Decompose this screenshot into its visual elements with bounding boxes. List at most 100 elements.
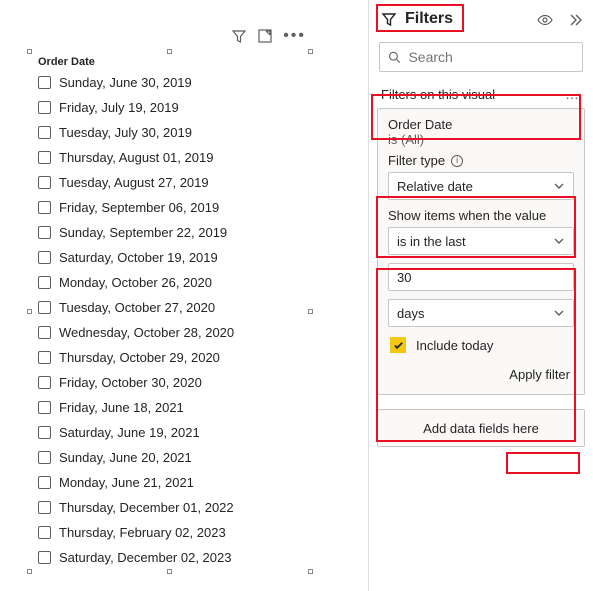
slicer-item-label: Sunday, June 30, 2019	[59, 75, 192, 90]
checkbox-icon[interactable]	[38, 476, 51, 489]
checkbox-icon[interactable]	[38, 76, 51, 89]
slicer-item-label: Monday, October 26, 2020	[59, 275, 212, 290]
checkbox-icon[interactable]	[38, 226, 51, 239]
checkbox-icon[interactable]	[38, 401, 51, 414]
slicer-item-label: Sunday, September 22, 2019	[59, 225, 227, 240]
section-title: Filters on this visual	[381, 87, 495, 102]
resize-handle[interactable]	[27, 49, 32, 54]
slicer-item[interactable]: Friday, July 19, 2019	[36, 95, 304, 120]
resize-handle[interactable]	[167, 49, 172, 54]
slicer-item[interactable]: Monday, June 21, 2021	[36, 470, 304, 495]
filter-field: Order Date	[388, 117, 574, 132]
slicer-item-label: Thursday, December 01, 2022	[59, 500, 234, 515]
slicer-item[interactable]: Sunday, September 22, 2019	[36, 220, 304, 245]
slicer-item-label: Friday, September 06, 2019	[59, 200, 219, 215]
slicer-item[interactable]: Thursday, February 02, 2023	[36, 520, 304, 545]
visual-more-icon[interactable]: •••	[283, 31, 306, 41]
chevron-down-icon	[553, 235, 565, 247]
checkbox-checked-icon	[390, 337, 406, 353]
slicer-item[interactable]: Tuesday, October 27, 2020	[36, 295, 304, 320]
slicer-item-label: Thursday, February 02, 2023	[59, 525, 226, 540]
include-today-label: Include today	[416, 338, 493, 353]
checkbox-icon[interactable]	[38, 276, 51, 289]
checkbox-icon[interactable]	[38, 126, 51, 139]
add-fields-zone[interactable]: Add data fields here	[377, 409, 585, 447]
slicer-item[interactable]: Thursday, December 01, 2022	[36, 495, 304, 520]
include-today-checkbox[interactable]: Include today	[388, 335, 574, 355]
slicer-item[interactable]: Saturday, June 19, 2021	[36, 420, 304, 445]
checkbox-icon[interactable]	[38, 301, 51, 314]
operator-select[interactable]: is in the last	[388, 227, 574, 255]
checkbox-icon[interactable]	[38, 551, 51, 564]
chevron-down-icon	[553, 180, 565, 192]
slicer-item-label: Thursday, October 29, 2020	[59, 350, 220, 365]
slicer-item[interactable]: Wednesday, October 28, 2020	[36, 320, 304, 345]
eye-icon[interactable]	[537, 12, 553, 31]
info-icon[interactable]: i	[451, 155, 463, 167]
filter-pane: Filters Filters on this visual … Order D…	[368, 0, 593, 591]
checkbox-icon[interactable]	[38, 151, 51, 164]
slicer-visual: Order Date Sunday, June 30, 2019 Friday, …	[30, 52, 310, 571]
checkbox-icon[interactable]	[38, 176, 51, 189]
slicer-item-label: Friday, July 19, 2019	[59, 100, 179, 115]
slicer-item[interactable]: Friday, June 18, 2021	[36, 395, 304, 420]
collapse-icon[interactable]	[567, 12, 583, 31]
slicer-item-label: Friday, June 18, 2021	[59, 400, 184, 415]
filter-type-label: Filter type i	[388, 153, 574, 168]
apply-filter-button[interactable]: Apply filter	[505, 365, 574, 384]
slicer-item[interactable]: Friday, October 30, 2020	[36, 370, 304, 395]
slicer-item-label: Thursday, August 01, 2019	[59, 150, 213, 165]
filter-pane-title: Filters	[405, 10, 453, 28]
slicer-item[interactable]: Saturday, December 02, 2023	[36, 545, 304, 570]
checkbox-icon[interactable]	[38, 201, 51, 214]
value-input-text: 30	[397, 270, 411, 285]
show-items-label: Show items when the value	[388, 208, 574, 223]
resize-handle[interactable]	[308, 309, 313, 314]
checkbox-icon[interactable]	[38, 251, 51, 264]
checkbox-icon[interactable]	[38, 376, 51, 389]
slicer-item-label: Sunday, June 20, 2021	[59, 450, 192, 465]
value-input[interactable]: 30	[388, 263, 574, 291]
slicer-item-label: Wednesday, October 28, 2020	[59, 325, 234, 340]
slicer-item[interactable]: Tuesday, July 30, 2019	[36, 120, 304, 145]
filter-restatement: is (All)	[388, 132, 574, 147]
search-input[interactable]	[408, 49, 574, 65]
checkbox-icon[interactable]	[38, 351, 51, 364]
slicer-item[interactable]: Sunday, June 30, 2019	[36, 70, 304, 95]
unit-select[interactable]: days	[388, 299, 574, 327]
unit-value: days	[397, 306, 424, 321]
filter-icon[interactable]	[231, 28, 247, 44]
slicer-header: Order Date	[30, 52, 310, 70]
slicer-item[interactable]: Monday, October 26, 2020	[36, 270, 304, 295]
slicer-item-label: Tuesday, October 27, 2020	[59, 300, 215, 315]
focus-mode-icon[interactable]	[257, 28, 273, 44]
checkbox-icon[interactable]	[38, 526, 51, 539]
slicer-item[interactable]: Friday, September 06, 2019	[36, 195, 304, 220]
resize-handle[interactable]	[308, 49, 313, 54]
slicer-item[interactable]: Tuesday, August 27, 2019	[36, 170, 304, 195]
slicer-item[interactable]: Thursday, August 01, 2019	[36, 145, 304, 170]
resize-handle[interactable]	[27, 309, 32, 314]
filter-search[interactable]	[379, 42, 583, 72]
operator-value: is in the last	[397, 234, 466, 249]
slicer-item-label: Tuesday, July 30, 2019	[59, 125, 192, 140]
slicer-item-label: Tuesday, August 27, 2019	[59, 175, 209, 190]
filter-pane-header: Filters	[369, 0, 593, 38]
resize-handle[interactable]	[27, 569, 32, 574]
slicer-item[interactable]: Sunday, June 20, 2021	[36, 445, 304, 470]
checkbox-icon[interactable]	[38, 101, 51, 114]
resize-handle[interactable]	[308, 569, 313, 574]
slicer-item[interactable]: Saturday, October 19, 2019	[36, 245, 304, 270]
resize-handle[interactable]	[167, 569, 172, 574]
section-more-icon[interactable]: …	[565, 86, 581, 102]
filter-type-select[interactable]: Relative date	[388, 172, 574, 200]
checkbox-icon[interactable]	[38, 501, 51, 514]
search-icon	[388, 50, 400, 64]
slicer-item[interactable]: Thursday, October 29, 2020	[36, 345, 304, 370]
checkbox-icon[interactable]	[38, 426, 51, 439]
slicer-item-label: Saturday, October 19, 2019	[59, 250, 218, 265]
checkbox-icon[interactable]	[38, 326, 51, 339]
chevron-down-icon	[553, 307, 565, 319]
slicer-list: Sunday, June 30, 2019 Friday, July 19, 20…	[30, 70, 310, 570]
checkbox-icon[interactable]	[38, 451, 51, 464]
